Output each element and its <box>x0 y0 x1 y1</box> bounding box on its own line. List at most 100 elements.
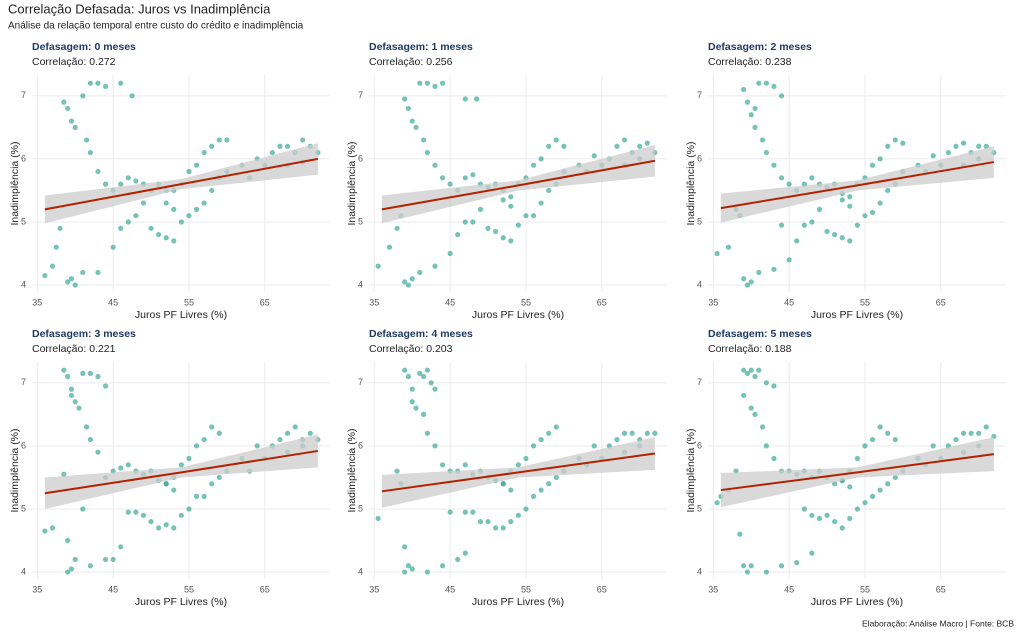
point <box>417 80 423 86</box>
point <box>508 238 514 244</box>
point <box>847 238 853 244</box>
caption: Elaboração: Análise Macro | Fonte: BCB <box>862 618 1014 628</box>
point <box>110 244 116 250</box>
figure-title: Correlação Defasada: Juros vs Inadimplên… <box>8 1 271 16</box>
point <box>125 175 131 181</box>
y-axis-label: Inadimplência (%) <box>346 428 358 512</box>
point <box>68 392 75 399</box>
point <box>405 563 412 569</box>
panel-title: Defasagem: 2 meses <box>708 41 812 53</box>
point <box>741 563 747 569</box>
point <box>546 481 552 487</box>
point <box>80 93 86 99</box>
y-tick-label: 6 <box>697 440 702 450</box>
point <box>953 436 959 443</box>
point <box>439 80 446 86</box>
point <box>763 443 769 449</box>
point <box>892 474 898 481</box>
point <box>771 266 777 272</box>
point <box>76 405 82 411</box>
point <box>80 506 86 512</box>
y-tick-label: 4 <box>697 279 702 289</box>
point <box>508 203 514 209</box>
y-tick-label: 7 <box>697 90 702 100</box>
x-tick-label: 55 <box>184 584 194 594</box>
point <box>591 153 597 159</box>
point <box>118 225 124 231</box>
y-tick-label: 7 <box>21 90 26 100</box>
point <box>801 222 807 228</box>
x-axis-label: Juros PF Livres (%) <box>472 596 564 608</box>
point <box>129 93 135 99</box>
point <box>485 518 491 525</box>
point <box>432 83 438 89</box>
point <box>49 525 56 531</box>
point <box>546 143 552 149</box>
point <box>470 219 476 225</box>
x-tick-label: 45 <box>108 297 118 307</box>
point <box>748 279 754 285</box>
y-tick-label: 4 <box>358 566 363 576</box>
x-tick-label: 55 <box>184 297 194 307</box>
point <box>854 222 860 228</box>
point <box>178 512 184 518</box>
point <box>186 506 192 512</box>
point <box>538 200 544 206</box>
point <box>447 181 453 187</box>
point <box>409 276 415 282</box>
x-axis-label: Juros PF Livres (%) <box>135 596 227 608</box>
point <box>118 544 124 550</box>
point <box>983 143 989 149</box>
panel-title: Defasagem: 4 meses <box>369 328 473 340</box>
point <box>869 209 876 216</box>
x-tick-label: 65 <box>260 584 270 594</box>
point <box>976 143 982 149</box>
point <box>462 462 468 468</box>
point <box>809 219 815 225</box>
point <box>500 525 506 531</box>
x-tick-label: 65 <box>260 297 270 307</box>
x-tick-label: 35 <box>708 584 718 594</box>
point <box>409 386 415 392</box>
figure-subtitle: Análise da relação temporal entre custo … <box>8 21 304 32</box>
point <box>413 405 419 411</box>
point <box>839 197 845 203</box>
x-tick-label: 65 <box>597 297 607 307</box>
point <box>65 537 71 544</box>
y-tick-label: 7 <box>358 377 363 387</box>
y-tick-label: 6 <box>358 153 363 163</box>
y-tick-label: 4 <box>21 279 26 289</box>
confidence-band <box>381 145 655 224</box>
point <box>862 213 868 219</box>
point <box>553 137 559 143</box>
point <box>201 493 207 499</box>
x-tick-label: 45 <box>784 297 794 307</box>
point <box>816 206 823 212</box>
point <box>508 518 514 525</box>
x-tick-label: 65 <box>597 584 607 594</box>
point <box>930 443 936 449</box>
point <box>201 200 207 206</box>
point <box>447 509 453 515</box>
point <box>515 462 521 468</box>
y-axis-label: Inadimplência (%) <box>346 141 358 225</box>
point <box>193 443 200 449</box>
point <box>763 569 769 575</box>
point <box>854 506 860 512</box>
point <box>462 96 468 102</box>
point <box>493 228 499 235</box>
point <box>201 436 207 443</box>
point <box>216 430 222 436</box>
point <box>591 443 597 449</box>
point <box>394 468 400 474</box>
point <box>72 282 78 288</box>
point <box>474 96 480 102</box>
point <box>960 140 967 146</box>
point <box>375 515 381 522</box>
y-tick-label: 7 <box>697 377 702 387</box>
point <box>186 168 192 175</box>
point <box>57 225 63 231</box>
panel-subtitle: Correlação: 0.256 <box>369 56 453 68</box>
point <box>778 222 785 228</box>
point <box>216 474 222 481</box>
